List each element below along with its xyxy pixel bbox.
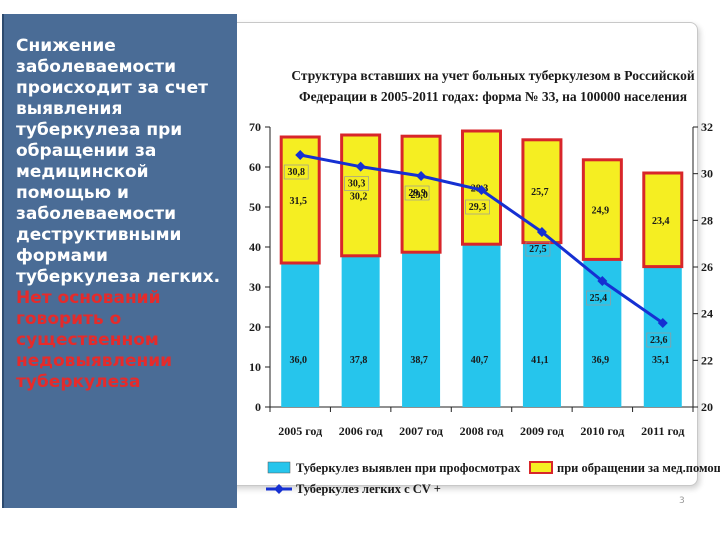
x-tick-label: 2009 год (520, 424, 564, 438)
line-cv-marker (476, 185, 487, 195)
legend-swatch-profosmotr (267, 461, 291, 474)
x-tick-label: 2006 год (339, 424, 383, 438)
data-label-cv: 27,5 (529, 244, 547, 255)
bar-obrashenie (581, 158, 623, 261)
data-label-box (404, 185, 430, 201)
bar-profosmotr (462, 244, 501, 407)
y-right-tick-label: 32 (701, 120, 713, 134)
data-label-obrashenie: 29,0 (410, 190, 428, 201)
data-label-box (344, 176, 369, 192)
x-tick-label: 2011 год (641, 424, 684, 438)
legend-label-cv: Туберкулез легких с CV + (296, 482, 441, 496)
y-left-tick-label: 40 (249, 240, 261, 254)
data-label-cv: 30,3 (348, 179, 366, 190)
y-left-tick-label: 30 (249, 280, 261, 294)
x-tick-label: 2010 год (580, 424, 624, 438)
bar-obrashenie (340, 133, 382, 258)
legend-label-profosmotr: Туберкулез выявлен при профосмотрах (296, 461, 521, 475)
data-label-cv: 29,3 (469, 202, 487, 213)
side-text-highlight: Нет оснований говорить о существенном не… (16, 288, 173, 392)
data-label-cv: 25,4 (590, 293, 608, 304)
data-label-profosmotr: 38,7 (410, 355, 428, 366)
bar-profosmotr (402, 252, 441, 407)
data-label-box (646, 332, 672, 348)
y-left-tick-label: 60 (249, 160, 261, 174)
data-label-profosmotr: 40,7 (471, 355, 489, 366)
data-label-profosmotr: 35,1 (652, 355, 670, 366)
y-left-tick-label: 10 (249, 360, 261, 374)
data-label-obrashenie: 23,4 (652, 216, 670, 227)
data-label-obrashenie: 25,7 (531, 187, 549, 198)
data-label-profosmotr: 37,8 (350, 355, 368, 366)
bar-profosmotr (281, 263, 320, 407)
data-label-cv: 29,9 (408, 188, 426, 199)
data-label-box (283, 164, 309, 180)
slide-number: 3 (679, 496, 685, 506)
legend-label-obrashenie: при обращении за мед.помощью (557, 461, 720, 475)
bar-profosmotr (522, 242, 561, 407)
line-cv-marker (355, 161, 366, 172)
y-right-tick-label: 22 (701, 353, 713, 367)
data-label-box (525, 241, 551, 257)
y-right-tick-label: 24 (701, 307, 713, 321)
chart-title-line: Структура вставших на учет больных тубер… (291, 68, 694, 83)
x-tick-label: 2005 год (278, 424, 322, 438)
data-label-profosmotr: 41,1 (531, 355, 549, 366)
data-label-obrashenie: 24,9 (592, 206, 610, 217)
y-right-tick-label: 26 (701, 260, 713, 274)
legend-marker-cv (274, 484, 284, 494)
y-left-tick-label: 70 (249, 120, 261, 134)
data-label-box (465, 199, 490, 215)
data-label-cv: 30,8 (287, 167, 305, 178)
y-right-tick-label: 30 (701, 167, 713, 181)
y-right-tick-label: 28 (701, 213, 713, 227)
bar-obrashenie (642, 171, 684, 269)
data-label-profosmotr: 36,9 (592, 355, 610, 366)
side-text: Снижение заболеваемости происходит за сч… (16, 36, 234, 393)
y-left-tick-label: 20 (249, 320, 261, 334)
bar-profosmotr (643, 266, 682, 407)
data-label-obrashenie: 30,2 (350, 191, 368, 202)
data-label-box (586, 290, 611, 306)
y-right-tick-label: 20 (701, 400, 713, 414)
x-tick-label: 2008 год (460, 424, 504, 438)
data-label-profosmotr: 36,0 (289, 355, 307, 366)
y-left-tick-label: 0 (255, 400, 261, 414)
line-cv-marker (597, 276, 608, 286)
bar-obrashenie (400, 134, 442, 254)
chart-title-line: Федерации в 2005-2011 годах: форма № 33,… (299, 89, 687, 104)
x-tick-label: 2007 год (399, 424, 443, 438)
bar-profosmotr (341, 255, 380, 407)
line-cv-marker (295, 150, 306, 160)
data-label-cv: 23,6 (650, 335, 668, 346)
y-left-tick-label: 50 (249, 200, 261, 214)
line-cv-marker (416, 171, 427, 181)
side-panel: Снижение заболеваемости происходит за сч… (2, 14, 237, 508)
line-cv-marker (536, 227, 547, 237)
line-cv-marker (657, 318, 668, 328)
bar-obrashenie (521, 138, 563, 245)
data-label-obrashenie: 31,5 (289, 196, 307, 207)
side-text-main: Снижение заболеваемости происходит за сч… (16, 36, 221, 287)
legend-swatch-obrashenie (529, 461, 553, 474)
